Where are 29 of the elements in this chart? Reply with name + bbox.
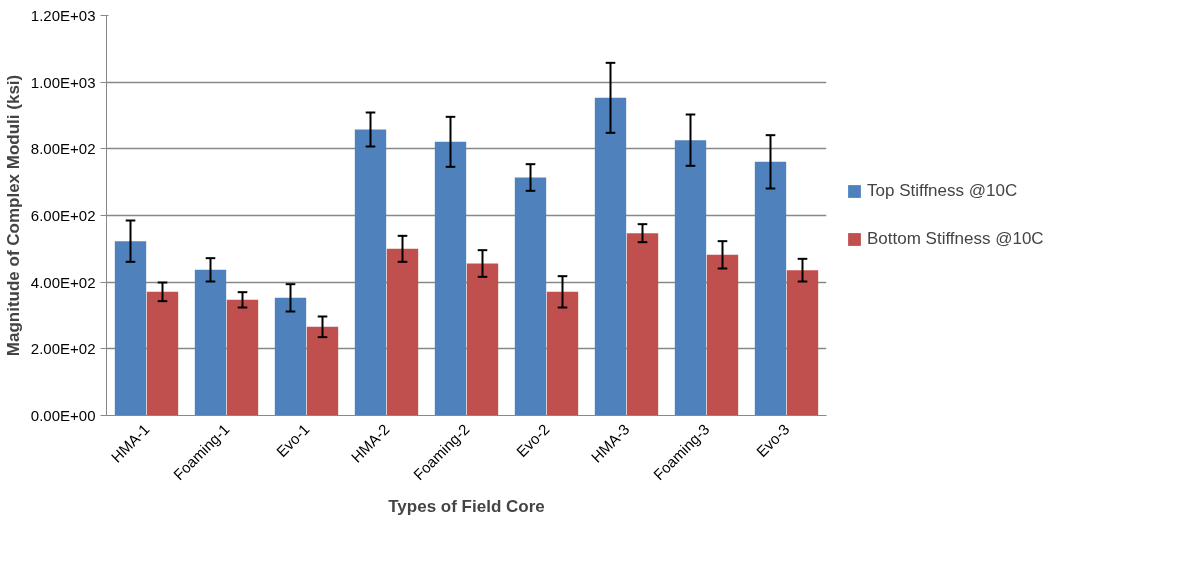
bar [306,326,339,416]
bar [674,140,707,416]
x-axis-title: Types of Field Core [388,497,545,517]
y-tick-label: 0.00E+00 [30,407,96,424]
y-tick-label: 8.00E+02 [30,140,96,158]
y-tick-label: 6.00E+02 [30,207,96,224]
bar [194,269,227,416]
bar [514,177,547,416]
y-tick-label: 1.20E+03 [30,7,96,24]
y-tick-label: 2.00E+02 [30,340,96,358]
y-axis-title: Magnitude of Complex Moduli (ksi) [3,74,23,357]
y-tick-label: 4.00E+02 [30,273,96,291]
bar [626,233,659,416]
bar [594,97,627,416]
bar [546,291,579,416]
bar [354,129,387,416]
bar [274,297,307,416]
bar [754,161,787,416]
legend-label: Bottom Stiffness @10C [867,229,1044,249]
bar [434,141,467,416]
bar [466,263,499,416]
bar [706,254,739,416]
legend-label: Top Stiffness @10C [867,181,1018,201]
bar [114,241,147,416]
bar [386,248,419,416]
bar [786,270,819,416]
y-tick-label: 1.00E+03 [30,73,96,91]
bar [226,299,259,416]
bar [146,291,179,416]
